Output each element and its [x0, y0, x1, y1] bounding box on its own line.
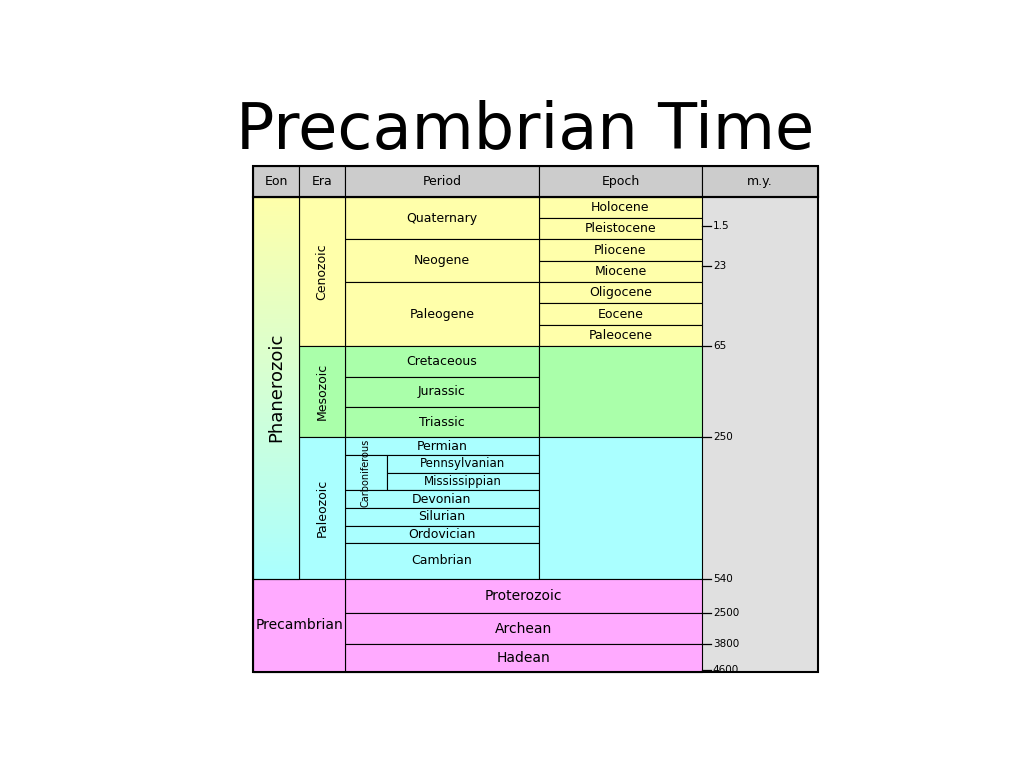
Bar [387, 455, 539, 472]
Bar [253, 197, 818, 672]
Text: Holocene: Holocene [591, 201, 649, 214]
Bar [253, 197, 299, 578]
Bar [387, 472, 539, 490]
Text: Quaternary: Quaternary [407, 212, 477, 225]
Text: Mississippian: Mississippian [424, 475, 502, 488]
Text: 4600: 4600 [713, 664, 739, 674]
Bar [539, 346, 701, 437]
Text: Triassic: Triassic [419, 415, 465, 429]
Text: 250: 250 [713, 432, 732, 442]
Text: m.y.: m.y. [748, 175, 773, 188]
Text: Permian: Permian [417, 439, 467, 452]
Text: Carboniferous: Carboniferous [360, 439, 371, 507]
Bar [539, 261, 701, 282]
Bar [539, 325, 701, 346]
Text: 2500: 2500 [713, 608, 739, 618]
Bar [345, 614, 701, 644]
Bar [345, 407, 539, 437]
Bar [345, 282, 539, 346]
Bar [345, 490, 539, 508]
Bar [299, 346, 345, 437]
Bar [253, 166, 818, 197]
Bar [539, 197, 701, 218]
Text: Miocene: Miocene [594, 265, 646, 278]
Text: 3800: 3800 [713, 639, 739, 649]
Text: 540: 540 [713, 574, 732, 584]
Bar [253, 166, 299, 197]
Bar [539, 166, 701, 197]
Text: Cambrian: Cambrian [412, 554, 472, 568]
Text: Era: Era [311, 175, 333, 188]
Text: Ordovician: Ordovician [409, 528, 475, 541]
Bar [539, 282, 701, 303]
Text: Jurassic: Jurassic [418, 386, 466, 398]
Text: Mesozoic: Mesozoic [315, 363, 329, 420]
Text: Period: Period [422, 175, 462, 188]
Bar [345, 578, 701, 614]
Bar [299, 437, 345, 578]
Bar [345, 240, 539, 282]
Bar [345, 543, 539, 578]
Bar [345, 644, 701, 672]
Text: Paleocene: Paleocene [589, 329, 652, 342]
Bar [539, 218, 701, 240]
Text: 1.5: 1.5 [713, 220, 729, 230]
Text: Oligocene: Oligocene [589, 286, 652, 300]
Text: 23: 23 [713, 260, 726, 271]
Text: Pennsylvanian: Pennsylvanian [420, 457, 506, 470]
Text: Cretaceous: Cretaceous [407, 355, 477, 368]
Bar [345, 346, 539, 376]
Text: Precambrian: Precambrian [255, 618, 343, 632]
Bar [345, 376, 539, 407]
Bar [345, 197, 539, 240]
Text: Pliocene: Pliocene [594, 243, 647, 257]
Bar [539, 437, 701, 578]
Bar [345, 455, 387, 490]
Text: Proterozoic: Proterozoic [484, 589, 562, 603]
Bar [345, 166, 539, 197]
Text: Phanerozoic: Phanerozoic [267, 333, 286, 442]
Bar [345, 508, 539, 525]
Text: Eon: Eon [265, 175, 288, 188]
Bar [539, 303, 701, 325]
Text: Paleozoic: Paleozoic [315, 478, 329, 537]
Text: Devonian: Devonian [413, 492, 472, 505]
Bar [539, 240, 701, 261]
Text: Epoch: Epoch [601, 175, 640, 188]
Text: 65: 65 [713, 341, 726, 351]
Bar [345, 525, 539, 543]
Text: Eocene: Eocene [597, 308, 643, 321]
Text: Neogene: Neogene [414, 254, 470, 267]
Text: Archean: Archean [495, 622, 552, 636]
Text: Hadean: Hadean [497, 651, 550, 665]
Bar [299, 166, 345, 197]
Bar [701, 197, 818, 672]
Text: Precambrian Time: Precambrian Time [236, 100, 814, 161]
Bar [345, 437, 539, 455]
Text: Silurian: Silurian [419, 510, 466, 523]
Bar [299, 197, 345, 346]
Text: Pleistocene: Pleistocene [585, 222, 656, 235]
Text: Paleogene: Paleogene [410, 308, 474, 321]
Bar [253, 578, 345, 672]
Text: Cenozoic: Cenozoic [315, 243, 329, 300]
Bar [701, 166, 818, 197]
